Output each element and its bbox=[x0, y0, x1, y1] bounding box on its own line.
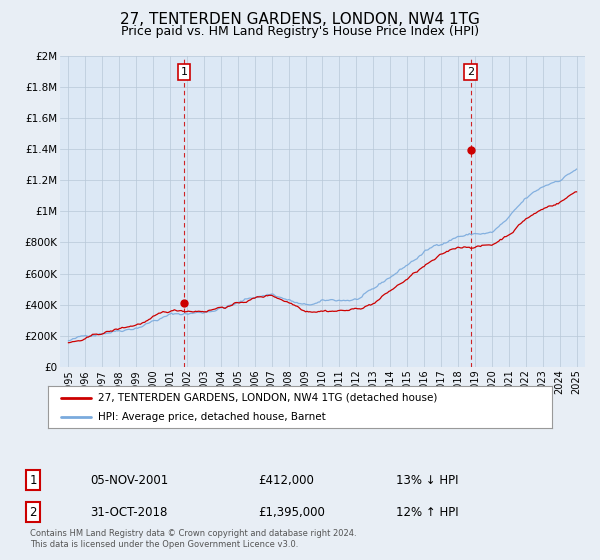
Text: 05-NOV-2001: 05-NOV-2001 bbox=[90, 474, 168, 487]
Text: 12% ↑ HPI: 12% ↑ HPI bbox=[396, 506, 458, 519]
Text: 2: 2 bbox=[467, 67, 474, 77]
Text: 27, TENTERDEN GARDENS, LONDON, NW4 1TG (detached house): 27, TENTERDEN GARDENS, LONDON, NW4 1TG (… bbox=[98, 393, 438, 403]
Text: £1,395,000: £1,395,000 bbox=[258, 506, 325, 519]
Text: 13% ↓ HPI: 13% ↓ HPI bbox=[396, 474, 458, 487]
Text: HPI: Average price, detached house, Barnet: HPI: Average price, detached house, Barn… bbox=[98, 412, 326, 422]
Text: 27, TENTERDEN GARDENS, LONDON, NW4 1TG: 27, TENTERDEN GARDENS, LONDON, NW4 1TG bbox=[120, 12, 480, 27]
Text: 2: 2 bbox=[29, 506, 37, 519]
Text: Price paid vs. HM Land Registry's House Price Index (HPI): Price paid vs. HM Land Registry's House … bbox=[121, 25, 479, 38]
Text: Contains HM Land Registry data © Crown copyright and database right 2024.
This d: Contains HM Land Registry data © Crown c… bbox=[30, 529, 356, 549]
Text: 1: 1 bbox=[29, 474, 37, 487]
Text: £412,000: £412,000 bbox=[258, 474, 314, 487]
Text: 31-OCT-2018: 31-OCT-2018 bbox=[90, 506, 167, 519]
Text: 1: 1 bbox=[181, 67, 188, 77]
